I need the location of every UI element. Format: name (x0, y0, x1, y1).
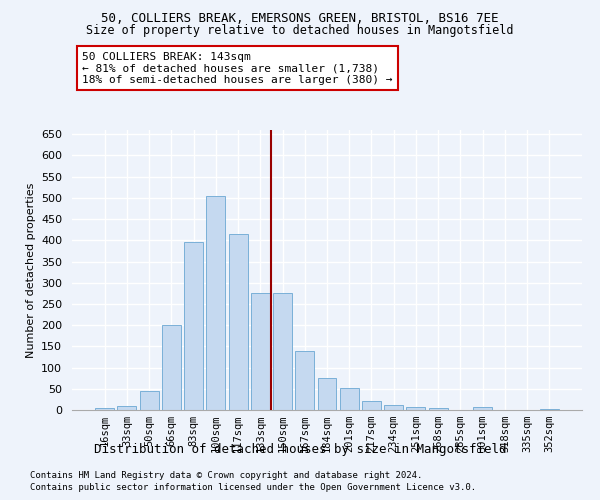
Bar (384, 405, 403, 410)
Bar (362, 400, 381, 410)
Bar (317, 378, 337, 410)
Bar (251, 294, 270, 410)
Bar (473, 407, 492, 410)
Bar (273, 294, 292, 410)
Bar (140, 391, 158, 410)
Y-axis label: Number of detached properties: Number of detached properties (26, 182, 35, 358)
Text: Contains public sector information licensed under the Open Government Licence v3: Contains public sector information licen… (30, 484, 476, 492)
Bar (406, 407, 425, 410)
Text: Distribution of detached houses by size in Mangotsfield: Distribution of detached houses by size … (94, 442, 506, 456)
Text: Size of property relative to detached houses in Mangotsfield: Size of property relative to detached ho… (86, 24, 514, 37)
Bar (295, 350, 314, 410)
Bar (184, 242, 203, 410)
Bar (229, 234, 248, 410)
Bar (340, 388, 359, 410)
Bar (162, 325, 181, 410)
Bar (540, 408, 559, 410)
Text: 50, COLLIERS BREAK, EMERSONS GREEN, BRISTOL, BS16 7EE: 50, COLLIERS BREAK, EMERSONS GREEN, BRIS… (101, 12, 499, 26)
Text: 50 COLLIERS BREAK: 143sqm
← 81% of detached houses are smaller (1,738)
18% of se: 50 COLLIERS BREAK: 143sqm ← 81% of detac… (82, 52, 392, 85)
Text: Contains HM Land Registry data © Crown copyright and database right 2024.: Contains HM Land Registry data © Crown c… (30, 471, 422, 480)
Bar (95, 408, 114, 410)
Bar (118, 406, 136, 410)
Bar (206, 196, 225, 410)
Bar (429, 408, 448, 410)
